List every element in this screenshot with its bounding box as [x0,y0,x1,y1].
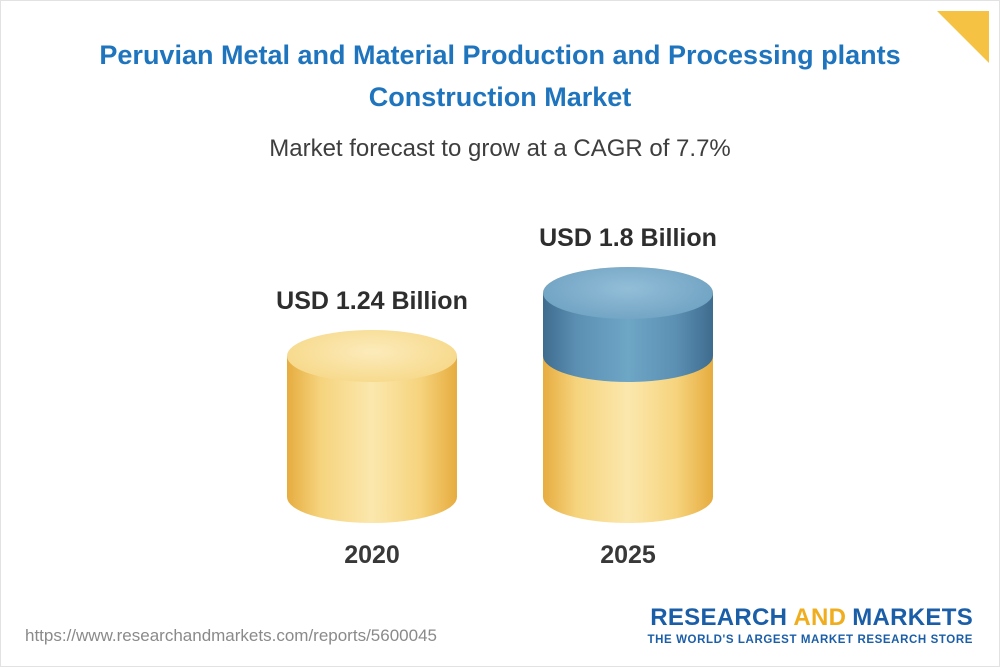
header: Peruvian Metal and Material Production a… [1,1,999,163]
category-label-2020: 2020 [344,540,400,569]
logo-wordmark: RESEARCH AND MARKETS [648,603,974,631]
category-label-2025: 2025 [600,540,656,569]
research-and-markets-logo: RESEARCH AND MARKETS THE WORLD'S LARGEST M… [647,603,974,647]
report-url: https://www.researchandmarkets.com/repor… [25,626,437,645]
logo-word-and: AND [793,603,847,631]
footer: https://www.researchandmarkets.com/repor… [1,603,999,667]
cylinder-bar-chart: USD 1.24 Billion 2020 USD 1.8 Billion 20… [1,163,999,606]
page-subtitle: Market forecast to grow at a CAGR of 7.7… [269,134,731,162]
bar-group-2020: USD 1.24 Billion 2020 [272,287,472,569]
cylinder-2020 [287,330,457,523]
cylinder-2025 [543,267,713,523]
logo-word-research: RESEARCH [650,603,788,631]
logo-tagline: THE WORLD'S LARGEST MARKET RESEARCH STOR… [647,633,973,646]
page-title-line-1: Peruvian Metal and Material Production a… [99,40,901,70]
bar-group-2025: USD 1.8 Billion 2025 [528,224,728,569]
value-label-2025: USD 1.8 Billion [539,224,717,253]
logo-word-markets: MARKETS [852,603,973,631]
value-label-2020: USD 1.24 Billion [276,287,468,316]
page-title-line-2: Construction Market [368,81,632,112]
